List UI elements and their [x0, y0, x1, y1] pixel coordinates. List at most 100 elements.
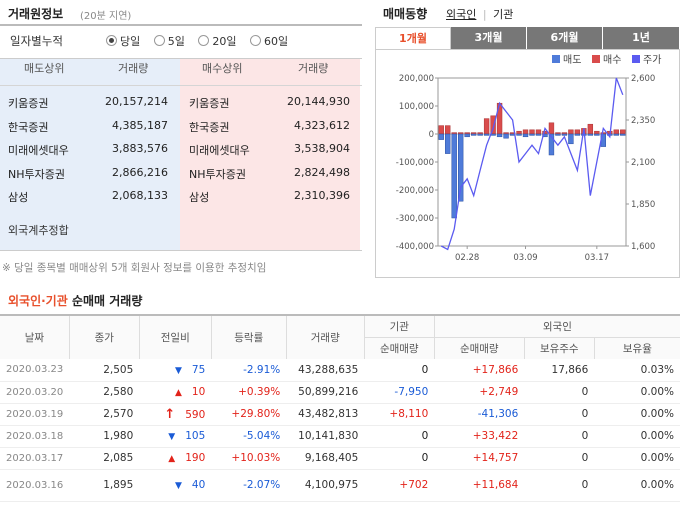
- legend-swatch-buy: [592, 55, 600, 63]
- legend-swatch-sell: [552, 55, 560, 63]
- th-foreign-hold-rate: 보유율: [593, 336, 680, 359]
- sell-bar: [535, 133, 542, 136]
- arrow-down-icon: ▼: [174, 481, 182, 491]
- buy-bar: [522, 129, 529, 135]
- header-sell-vol: 거래량: [118, 62, 149, 75]
- trend-link-foreign[interactable]: 외국인: [446, 8, 477, 21]
- cell-inst-net: 0: [364, 425, 435, 448]
- sell-bar: [483, 133, 490, 136]
- cell-foreign-hold: 0: [524, 381, 595, 404]
- y-right-tick-label: 1,600: [631, 242, 655, 252]
- table-row: 2020.03.17 2,085 ▲ 190 +10.03% 9,168,405 0 +14,…: [0, 447, 680, 470]
- cell-change: ▼ 75: [139, 359, 212, 382]
- th-volume: 거래량: [285, 314, 365, 359]
- cell-volume: 4,100,975: [286, 469, 365, 502]
- tab-1month[interactable]: 1개월: [375, 27, 451, 49]
- sell-bar: [548, 133, 555, 156]
- radio-today[interactable]: [106, 35, 117, 46]
- tab-1year[interactable]: 1년: [603, 27, 680, 49]
- sell-bar: [503, 133, 509, 139]
- radio-60day[interactable]: [250, 35, 261, 46]
- upper-limit-arrow-icon: ↑: [164, 406, 176, 422]
- y-left-tick-label: -200,000: [396, 186, 434, 196]
- sell-bar: [445, 133, 451, 154]
- buy-bar: [613, 129, 619, 135]
- th-close: 종가: [68, 314, 140, 359]
- sell-bar: [522, 133, 529, 138]
- sell-bar: [594, 133, 600, 136]
- header-sell-top: 매도상위: [24, 62, 65, 75]
- plot-frame: [437, 77, 627, 247]
- cell-date: 2020.03.18: [0, 425, 70, 448]
- cell-volume: 10,141,830: [286, 425, 365, 448]
- buy-broker-volume: 3,538,904: [294, 142, 350, 155]
- cell-inst-net: 0: [364, 447, 435, 470]
- sell-broker-name: NH투자증권: [8, 167, 65, 181]
- buy-bar: [535, 129, 542, 135]
- sell-broker-volume: 3,883,576: [112, 142, 168, 155]
- sell-bar: [496, 133, 503, 138]
- chart-svg: 매도 매수 주가 200,000 100,000 0 -100,000 -200,000 -30…: [396, 54, 662, 263]
- cell-rate: -5.04%: [211, 425, 287, 448]
- sell-bar: [458, 133, 464, 202]
- trade-title-colored: 외국인·기관: [8, 294, 68, 308]
- x-tick-label: 03.17: [585, 253, 609, 263]
- sell-bar: [529, 133, 535, 136]
- cell-date: 2020.03.16: [0, 469, 70, 502]
- trade-table: 날짜 종가 전일비 등락률 거래량 기관 외국인 순매매량 순매매량 보유주수 …: [0, 314, 680, 502]
- cell-inst-net: +702: [364, 469, 435, 502]
- y-right-tick-label: 2,600: [631, 74, 655, 84]
- table-row: 2020.03.16 1,895 ▼ 40 -2.07% 4,100,975 +702 +11…: [0, 469, 680, 502]
- legend-label-price: 주가: [643, 54, 661, 66]
- cell-rate: +29.80%: [211, 403, 287, 426]
- sell-broker-name: 키움증권: [8, 97, 49, 110]
- cell-change: ↑ 590: [139, 403, 212, 426]
- trend-link-institution[interactable]: 기관: [493, 8, 514, 21]
- sell-broker-name: 한국증권: [8, 120, 49, 134]
- cell-volume: 50,899,216: [286, 381, 365, 404]
- sell-bar: [477, 133, 483, 136]
- table-row: 2020.03.19 2,570 ↑ 590 +29.80% 43,482,813 +8,1…: [0, 403, 680, 426]
- radio-5day[interactable]: [153, 35, 165, 46]
- delay-note: (20분 지연): [80, 11, 132, 22]
- buy-broker-volume: 2,310,396: [294, 189, 350, 202]
- cell-foreign-hold: 0: [524, 469, 595, 502]
- x-tick-label: 03.09: [513, 253, 537, 263]
- cell-foreign-hold-rate: 0.03%: [594, 359, 680, 382]
- sell-bar: [620, 133, 626, 136]
- sell-top-panel: [0, 58, 180, 250]
- cell-rate: -2.91%: [211, 359, 287, 382]
- buy-bar: [529, 129, 535, 135]
- buy-broker-name: 키움증권: [189, 97, 230, 110]
- tab-3month[interactable]: 3개월: [451, 27, 527, 49]
- sell-bar: [613, 133, 619, 136]
- cell-change: ▼ 105: [139, 425, 212, 448]
- sell-broker-volume: 20,157,214: [105, 95, 168, 108]
- y-left-tick-label: -100,000: [396, 158, 434, 168]
- cell-date: 2020.03.23: [0, 359, 70, 382]
- sell-bar: [568, 133, 574, 145]
- cell-foreign-net: -41,306: [434, 403, 525, 426]
- th-date: 날짜: [0, 314, 70, 359]
- sell-bar: [574, 133, 581, 136]
- tab-6month[interactable]: 6개월: [527, 27, 603, 49]
- legend-swatch-price: [632, 55, 640, 63]
- sell-broker-volume: 2,866,216: [112, 165, 168, 179]
- change-value: 75: [191, 363, 206, 376]
- th-foreign-net: 순매매량: [433, 336, 525, 359]
- cell-date: 2020.03.17: [0, 447, 70, 470]
- buy-bar: [445, 125, 451, 135]
- sell-bar: [555, 133, 561, 136]
- buy-bar: [568, 129, 574, 135]
- buy-bar: [574, 129, 581, 135]
- change-value: 105: [185, 430, 206, 442]
- cell-change: ▲ 190: [139, 447, 212, 470]
- sell-bar: [451, 133, 457, 219]
- arrow-up-icon: ▲: [168, 454, 176, 464]
- period-filter-label: 일자별누적: [10, 34, 63, 48]
- sell-bar: [438, 133, 444, 140]
- th-change: 전일비: [138, 314, 212, 359]
- change-value: 590: [185, 408, 206, 421]
- sell-broker-name: 삼성: [8, 191, 29, 204]
- radio-20day[interactable]: [198, 35, 210, 46]
